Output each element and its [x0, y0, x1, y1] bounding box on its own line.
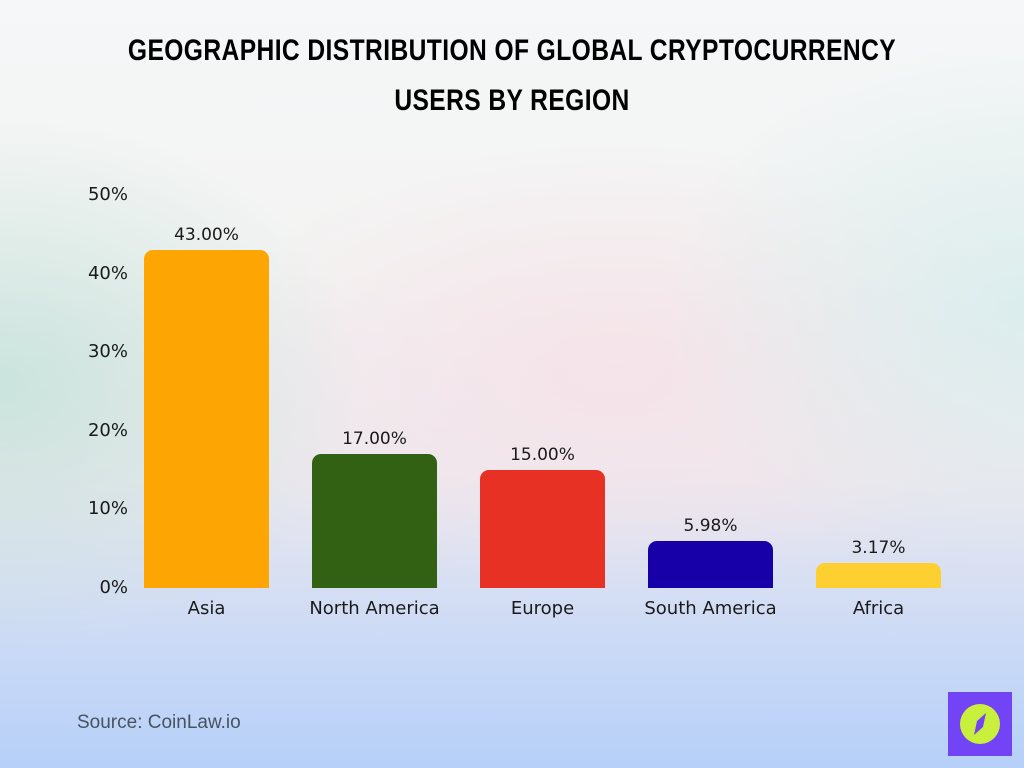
source-caption: Source: CoinLaw.io: [77, 712, 241, 733]
bar-value-label: 15.00%: [510, 445, 575, 466]
x-category-label: Africa: [852, 598, 905, 619]
bar-value-label: 5.98%: [683, 515, 738, 536]
y-tick-label: 10%: [87, 498, 128, 520]
x-category-label: North America: [309, 598, 440, 619]
y-tick-label: 50%: [87, 184, 128, 205]
chart-title: Geographic Distribution of Global Crypto…: [127, 34, 897, 117]
y-tick-label: 40%: [87, 262, 128, 284]
bar-south-america: [648, 540, 773, 588]
x-category-label: Europe: [510, 598, 575, 619]
bar-value-label: 43.00%: [174, 225, 239, 246]
x-category-label: South America: [644, 598, 777, 619]
y-tick-label: 30%: [87, 341, 128, 363]
bar-africa: [816, 563, 941, 588]
y-tick-label: 0%: [99, 577, 128, 598]
bar-asia: [144, 250, 269, 588]
bar-europe: [480, 470, 605, 588]
bar-north-america: [312, 454, 437, 588]
x-category-label: Asia: [187, 598, 226, 619]
brand-logo: [948, 692, 1012, 756]
compass-icon: [960, 704, 1000, 744]
bar-value-label: 3.17%: [851, 538, 906, 559]
y-tick-label: 20%: [87, 419, 128, 441]
bar-value-label: 17.00%: [342, 429, 407, 450]
